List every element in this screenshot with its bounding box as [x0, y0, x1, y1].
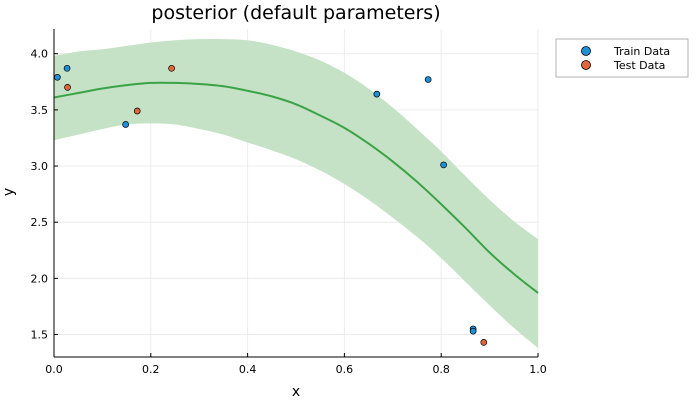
x-tick-label-4: 0.8	[432, 363, 450, 376]
x-tick-label-2: 0.4	[239, 363, 257, 376]
train-point-5	[440, 161, 447, 169]
y-axis-title: y	[1, 188, 17, 196]
legend-train-marker	[581, 46, 591, 56]
data-points	[54, 64, 488, 346]
train-point-1	[63, 64, 71, 72]
tick-labels: 0.0 0.2 0.4 0.6 0.8 1.0 1.5 2.0 2.5 3.0 3.5 4.0	[31, 48, 547, 376]
test-point-2	[168, 64, 175, 72]
legend-box	[555, 38, 689, 78]
posterior-band-group	[54, 38, 538, 349]
legend-train-label: Train Data	[613, 45, 670, 58]
legend: Train Data Test Data	[555, 38, 689, 78]
train-point-3	[373, 90, 381, 98]
x-axis-title: x	[292, 384, 300, 400]
y-tick-label-5: 4.0	[31, 48, 49, 61]
test-point-1	[133, 107, 141, 115]
y-tick-label-4: 3.5	[31, 104, 49, 117]
y-tick-label-2: 2.5	[31, 216, 49, 229]
y-tick-label-1: 2.0	[31, 272, 49, 285]
train-point-4	[424, 76, 432, 83]
chart-title: posterior (default parameters)	[151, 2, 440, 24]
train-point-2	[122, 121, 129, 128]
posterior-mean-group	[53, 81, 539, 294]
train-point-7	[469, 327, 477, 335]
posterior-mean-line	[53, 81, 539, 294]
x-tick-label-0: 0.0	[45, 363, 63, 376]
x-tick-label-1: 0.2	[142, 363, 160, 376]
posterior-band	[54, 38, 538, 349]
axes	[53, 29, 539, 358]
test-point-3	[480, 339, 488, 346]
train-point-0	[54, 73, 61, 81]
legend-test-marker	[581, 60, 591, 70]
y-tick-label-0: 1.5	[31, 329, 49, 342]
x-tick-label-3: 0.6	[336, 363, 354, 376]
x-tick-label-5: 1.0	[529, 363, 547, 376]
legend-test-label: Test Data	[613, 59, 665, 72]
y-tick-label-3: 3.0	[31, 160, 49, 173]
test-point-0	[64, 84, 71, 91]
